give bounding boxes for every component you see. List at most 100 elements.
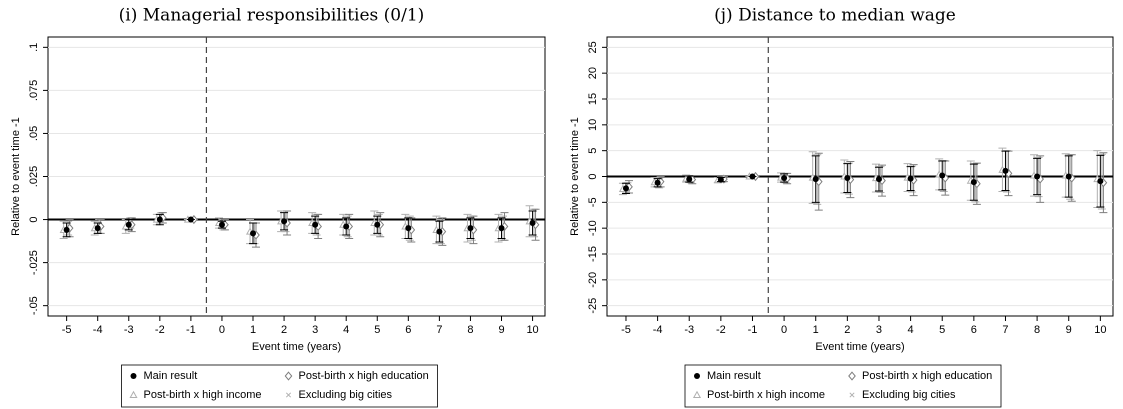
x-tick-label: -3 bbox=[684, 324, 694, 336]
marker bbox=[65, 223, 74, 233]
x-tick-label: 2 bbox=[281, 324, 287, 336]
x-tick-label: 5 bbox=[374, 324, 380, 336]
y-tick-label: -.025 bbox=[28, 250, 40, 275]
x-tick-label: 9 bbox=[498, 324, 504, 336]
x-tick-label: 6 bbox=[405, 324, 411, 336]
y-axis-label: Relative to event time -1 bbox=[569, 117, 581, 236]
y-tick-label: -5 bbox=[587, 197, 599, 207]
x-tick-label: 2 bbox=[844, 324, 850, 336]
y-tick-label: .025 bbox=[28, 166, 40, 187]
marker bbox=[812, 176, 819, 183]
marker bbox=[250, 230, 257, 237]
marker bbox=[156, 216, 163, 223]
x-tick-label: 6 bbox=[971, 324, 977, 336]
marker bbox=[1034, 173, 1041, 180]
marker bbox=[654, 179, 661, 186]
legend-label: Excluding big cities bbox=[862, 389, 956, 401]
marker bbox=[405, 225, 412, 232]
y-tick-label: -20 bbox=[587, 272, 599, 288]
y-tick-label: 25 bbox=[587, 41, 599, 53]
y-tick-label: 10 bbox=[587, 119, 599, 131]
legend-label: Post-birth x high education bbox=[299, 370, 429, 382]
x-tick-label: 8 bbox=[1034, 324, 1040, 336]
y-tick-label: -25 bbox=[587, 298, 599, 314]
legend-marker bbox=[848, 371, 856, 381]
marker bbox=[529, 220, 536, 226]
x-axis-label: Event time (years) bbox=[815, 341, 904, 353]
panel: (j) Distance to median wage-25-20-15-10-… bbox=[569, 6, 1114, 408]
chart-title: (i) Managerial responsibilities (0/1) bbox=[119, 6, 425, 26]
x-tick-label: 0 bbox=[219, 324, 225, 336]
legend-label: Main result bbox=[144, 370, 198, 382]
legend-marker bbox=[285, 392, 292, 398]
marker bbox=[187, 216, 194, 223]
marker bbox=[94, 225, 101, 232]
legend-label: Excluding big cities bbox=[299, 389, 393, 401]
y-tick-label: .075 bbox=[28, 80, 40, 101]
x-tick-label: 10 bbox=[1094, 324, 1106, 336]
marker bbox=[467, 225, 474, 232]
legend-marker bbox=[849, 392, 855, 398]
y-tick-label: 15 bbox=[587, 93, 599, 105]
legend-label: Post-birth x high income bbox=[707, 389, 825, 401]
marker bbox=[939, 172, 946, 179]
y-tick-label: 0 bbox=[28, 216, 40, 222]
x-tick-label: 9 bbox=[1066, 324, 1072, 336]
marker bbox=[312, 221, 319, 228]
legend-label: Post-birth x high income bbox=[144, 389, 262, 401]
y-tick-label: 0 bbox=[587, 173, 599, 179]
marker bbox=[686, 176, 693, 183]
y-tick-label: .1 bbox=[28, 43, 40, 52]
legend-label: Main result bbox=[707, 370, 761, 382]
legend-marker bbox=[284, 371, 293, 381]
x-tick-label: -4 bbox=[93, 324, 103, 336]
marker bbox=[498, 225, 505, 232]
y-tick-label: -10 bbox=[587, 220, 599, 236]
x-tick-label: 4 bbox=[908, 324, 914, 336]
legend-marker bbox=[130, 373, 137, 379]
marker bbox=[622, 185, 629, 192]
marker bbox=[281, 218, 288, 225]
legend-box bbox=[121, 364, 438, 408]
x-axis-label: Event time (years) bbox=[252, 341, 341, 353]
x-tick-label: 0 bbox=[781, 324, 787, 336]
marker bbox=[875, 176, 882, 183]
marker bbox=[1065, 173, 1072, 180]
x-tick-label: 3 bbox=[876, 324, 882, 336]
x-tick-label: 5 bbox=[939, 324, 945, 336]
panel: (i) Managerial responsibilities (0/1) -.0… bbox=[10, 6, 546, 408]
legend-marker bbox=[692, 390, 702, 399]
legend-marker bbox=[694, 373, 700, 379]
marker bbox=[500, 221, 509, 232]
y-tick-label: 5 bbox=[587, 148, 599, 154]
x-tick-label: 1 bbox=[250, 324, 256, 336]
marker bbox=[125, 221, 132, 228]
x-tick-label: -4 bbox=[653, 324, 663, 336]
x-tick-label: 3 bbox=[312, 324, 318, 336]
marker bbox=[63, 226, 70, 233]
y-tick-label: 20 bbox=[587, 67, 599, 79]
x-tick-label: -1 bbox=[186, 324, 196, 336]
y-tick-label: .05 bbox=[28, 126, 40, 141]
marker bbox=[717, 176, 724, 183]
marker bbox=[781, 175, 788, 182]
x-tick-label: -2 bbox=[155, 324, 165, 336]
x-tick-label: -5 bbox=[621, 324, 631, 336]
marker bbox=[1002, 167, 1009, 174]
marker bbox=[218, 221, 225, 228]
marker bbox=[436, 228, 443, 235]
marker bbox=[844, 175, 851, 182]
y-tick-label: -15 bbox=[587, 246, 599, 262]
y-tick-label: -.05 bbox=[28, 296, 40, 315]
x-tick-label: -2 bbox=[716, 324, 726, 336]
x-tick-label: 8 bbox=[467, 324, 473, 336]
marker bbox=[907, 175, 914, 182]
marker bbox=[749, 173, 756, 180]
marker bbox=[970, 179, 977, 186]
x-tick-label: 10 bbox=[526, 324, 538, 336]
legend-marker bbox=[129, 390, 138, 399]
x-tick-label: 7 bbox=[1002, 324, 1008, 336]
marker bbox=[1097, 178, 1104, 185]
x-tick-label: -5 bbox=[62, 324, 72, 336]
